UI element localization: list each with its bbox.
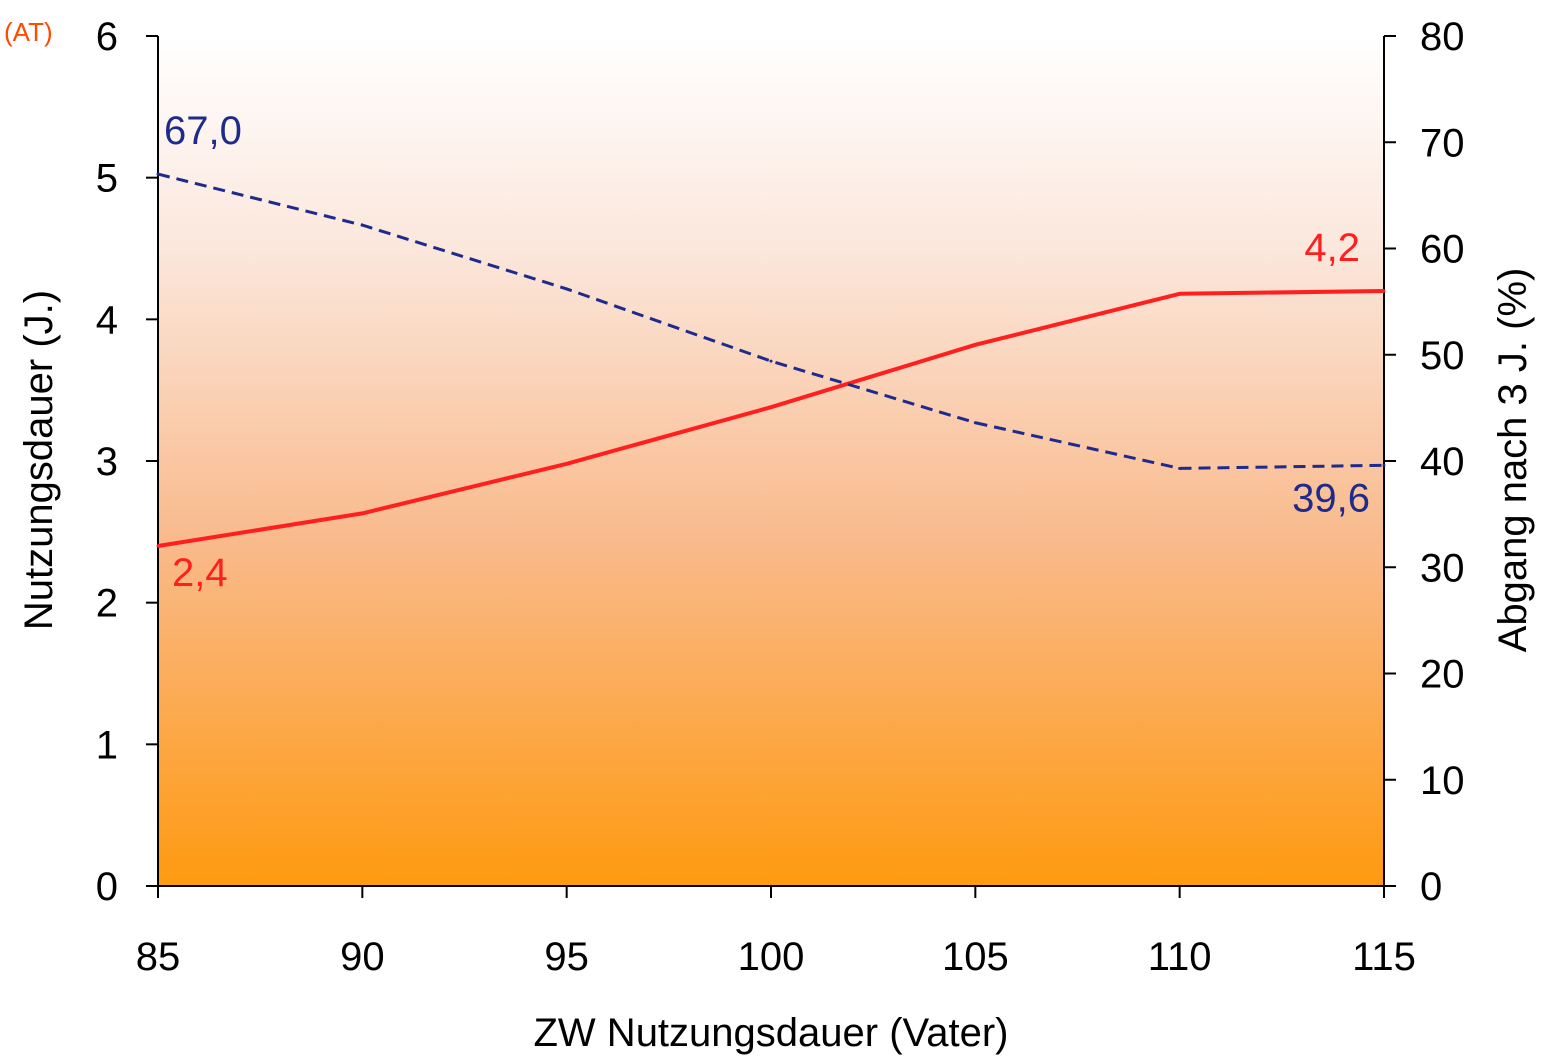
data-point-left: [1382, 289, 1386, 293]
x-tick-label: 105: [942, 935, 1009, 979]
y-right-tick-label: 40: [1420, 440, 1465, 484]
y-left-tick-label: 2: [96, 582, 118, 626]
x-tick-label: 110: [1148, 935, 1212, 979]
data-point-right: [565, 287, 569, 291]
labels-layer: ZW Nutzungsdauer (Vater) Nutzungsdauer (J…: [4, 17, 1535, 1055]
plot-background: [158, 36, 1384, 886]
data-label-left: 2,4: [172, 551, 228, 595]
data-point-right: [1178, 466, 1182, 470]
corner-label: (AT): [4, 17, 53, 47]
y-axis-right-title: Abgang nach 3 J. (%): [1491, 268, 1535, 653]
data-point-right: [1382, 463, 1386, 467]
data-point-right: [360, 223, 364, 227]
y-right-tick-label: 0: [1420, 865, 1442, 909]
data-point-left: [360, 511, 364, 515]
x-tick-label: 85: [136, 935, 181, 979]
data-point-left: [565, 462, 569, 466]
y-right-tick-label: 60: [1420, 228, 1465, 272]
y-right-tick-label: 30: [1420, 546, 1465, 590]
data-label-left: 4,2: [1304, 226, 1360, 270]
x-tick-label: 115: [1352, 935, 1416, 979]
y-left-tick-label: 6: [96, 15, 118, 59]
data-point-left: [156, 544, 160, 548]
x-tick-label: 100: [738, 935, 805, 979]
data-point-left: [973, 343, 977, 347]
y-left-tick-label: 0: [96, 865, 118, 909]
x-tick-label: 90: [340, 935, 385, 979]
y-left-tick-label: 1: [96, 723, 118, 767]
data-point-right: [973, 421, 977, 425]
y-right-tick-label: 80: [1420, 15, 1465, 59]
data-label-right: 39,6: [1292, 476, 1370, 520]
data-point-left: [1178, 292, 1182, 296]
y-right-tick-label: 50: [1420, 334, 1465, 378]
data-label-right: 67,0: [164, 109, 242, 153]
data-point-left: [769, 405, 773, 409]
series-layer: [156, 172, 1386, 548]
y-left-tick-label: 3: [96, 440, 118, 484]
data-point-right: [156, 172, 160, 176]
x-tick-label: 95: [544, 935, 589, 979]
y-right-tick-label: 20: [1420, 653, 1465, 697]
y-right-tick-label: 10: [1420, 759, 1465, 803]
y-right-tick-label: 70: [1420, 121, 1465, 165]
y-axis-left-title: Nutzungsdauer (J.): [17, 290, 61, 630]
y-left-tick-label: 4: [96, 298, 118, 342]
x-axis-title: ZW Nutzungsdauer (Vater): [534, 1011, 1009, 1055]
y-left-tick-label: 5: [96, 157, 118, 201]
data-point-right: [769, 359, 773, 363]
